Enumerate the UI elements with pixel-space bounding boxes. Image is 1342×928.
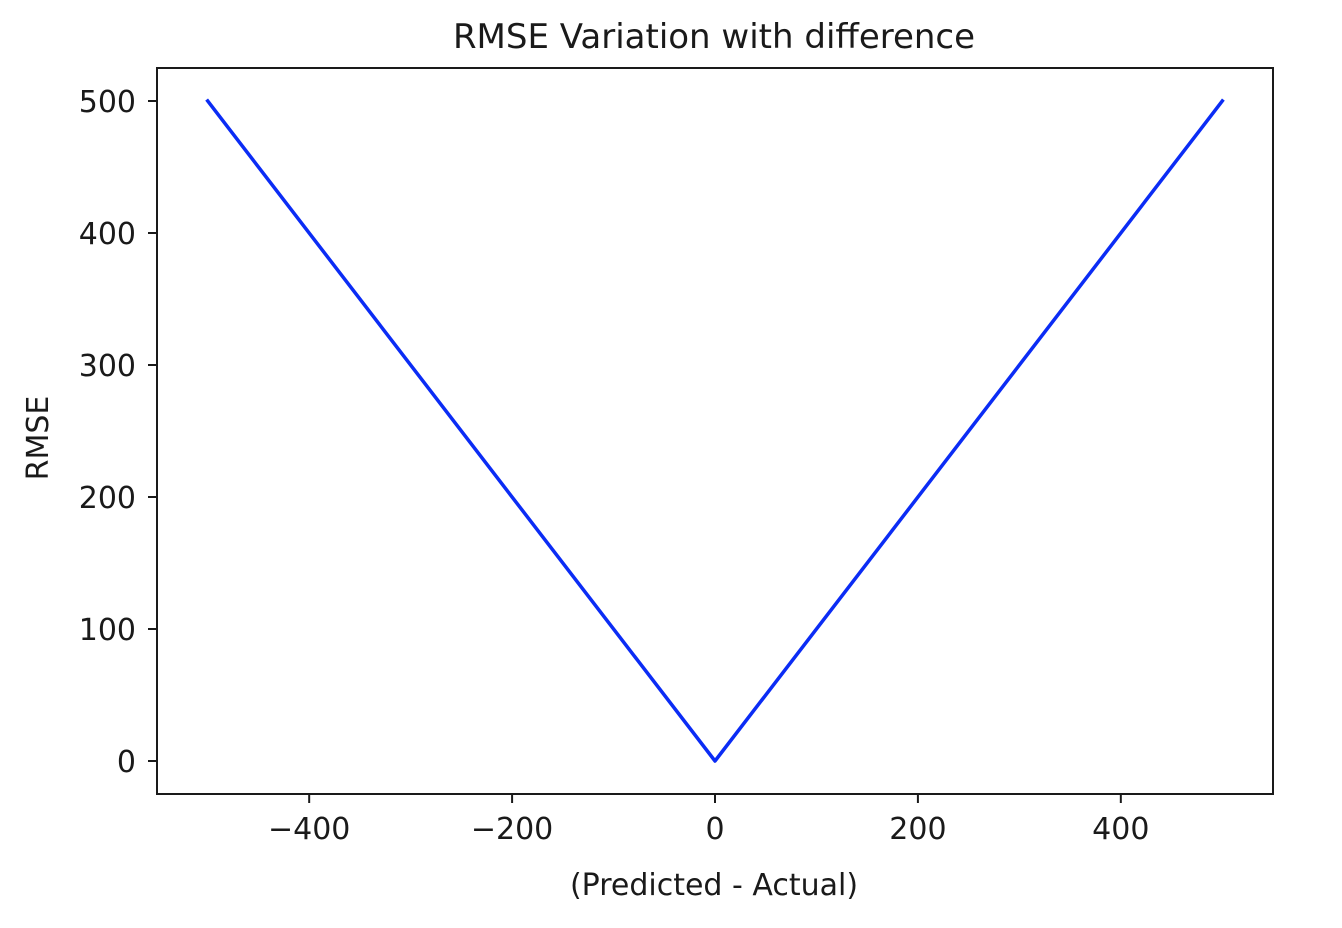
- y-tick-label: 100: [79, 613, 136, 648]
- chart-title: RMSE Variation with difference: [453, 17, 975, 57]
- x-tick-label: 0: [705, 812, 724, 847]
- y-tick-label: 300: [79, 349, 136, 384]
- y-tick-label: 0: [117, 745, 136, 780]
- x-tick-label: −200: [471, 812, 553, 847]
- plot-frame: [156, 67, 1274, 795]
- chart-marks: −400 −200 0 200 400 0 100 200 300 400 500: [79, 67, 1274, 847]
- x-axis-label: (Predicted - Actual): [570, 868, 858, 903]
- y-tick-label: 500: [79, 85, 136, 120]
- x-tick-label: −400: [268, 812, 350, 847]
- y-axis-label: RMSE: [21, 396, 56, 481]
- x-tick-label: 200: [889, 812, 946, 847]
- x-tick-label: 400: [1092, 812, 1149, 847]
- y-tick-label: 200: [79, 481, 136, 516]
- y-tick-label: 400: [79, 217, 136, 252]
- series-line: [205, 98, 1225, 763]
